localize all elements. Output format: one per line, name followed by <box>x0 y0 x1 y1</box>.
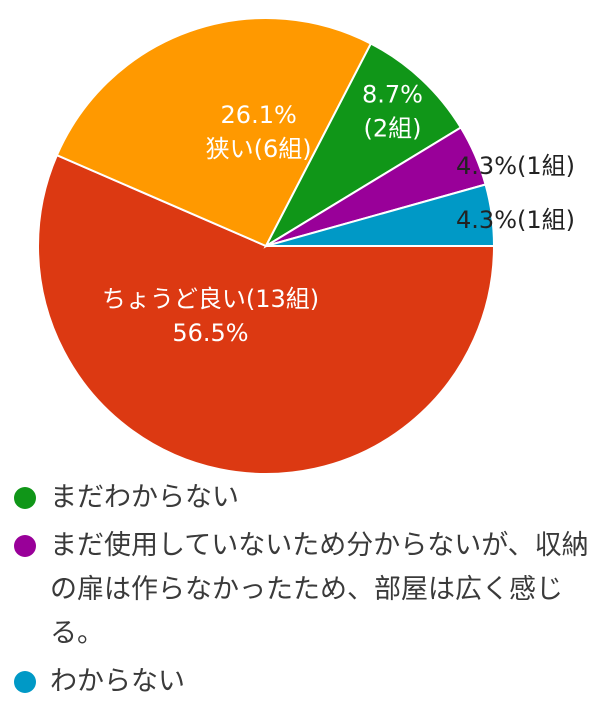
slice-label-0: ちょうど良い(13組) <box>102 285 319 313</box>
legend-marker <box>14 671 36 693</box>
legend-item-1[interactable]: まだ使用していないため分からないが、収納の扉は作らなかったため、部屋は広く感じる… <box>8 524 598 656</box>
slice-percent-2: 8.7% <box>362 81 423 109</box>
pie-slice-2[interactable] <box>263 42 463 249</box>
pie-slice-0[interactable] <box>37 153 496 475</box>
pie-labels: ちょうど良い(13組) 56.5% 26.1% 狭い(6組) 8.7% (2組) 4.3%(… <box>102 81 575 347</box>
pie-slice-1[interactable] <box>55 17 373 248</box>
slice-label-2: (2組) <box>363 115 421 143</box>
slice-label-1: 狭い(6組) <box>206 135 312 163</box>
slice-label-4: 4.3%(1組) <box>456 206 575 234</box>
legend-item-0[interactable]: まだわからない <box>8 476 598 520</box>
legend-item-2[interactable]: わからない <box>8 660 598 704</box>
slice-percent-0: 56.5% <box>172 319 248 347</box>
pie-chart: ちょうど良い(13組) 56.5% 26.1% 狭い(6組) 8.7% (2組) 4.3%(… <box>37 17 575 475</box>
legend-marker <box>14 535 36 557</box>
legend: まだわからない まだ使用していないため分からないが、収納の扉は作らなかったため、… <box>8 476 598 708</box>
legend-label: まだわからない <box>50 482 239 513</box>
slice-percent-1: 26.1% <box>221 101 297 129</box>
legend-label: わからない <box>50 666 185 697</box>
slice-label-3: 4.3%(1組) <box>456 152 575 180</box>
pie-slices <box>37 17 496 475</box>
pie-slice-4[interactable] <box>265 183 496 247</box>
legend-marker <box>14 487 36 509</box>
legend-label: まだ使用していないため分からないが、収納の扉は作らなかったため、部屋は広く感じる… <box>50 530 589 649</box>
